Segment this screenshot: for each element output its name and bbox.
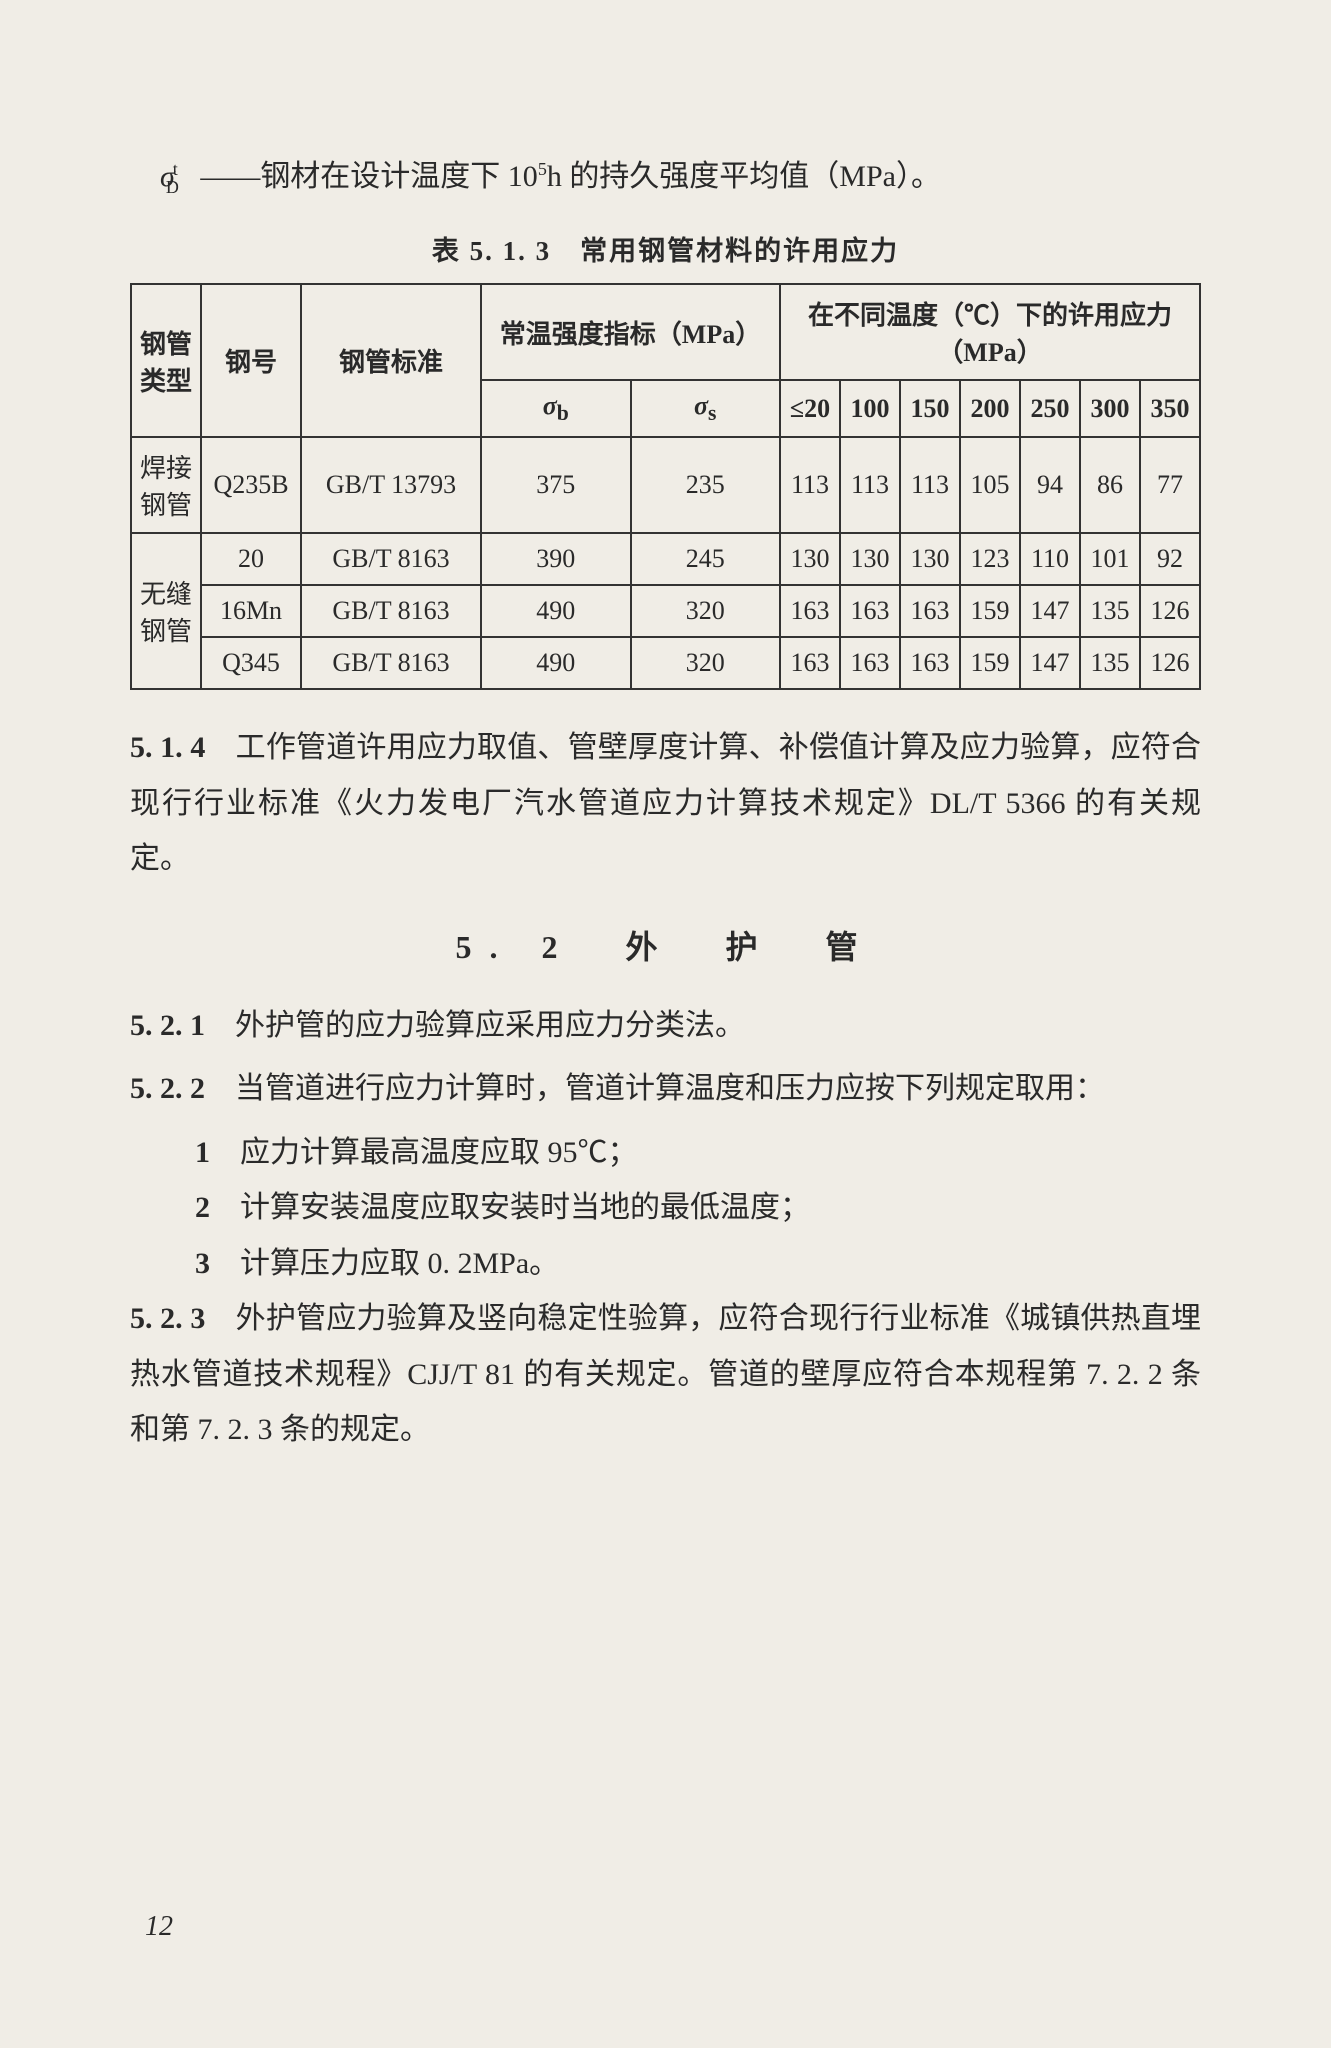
para-num: 5. 2. 1 [130,1009,205,1042]
th-t350: 350 [1140,380,1200,437]
section-52-title: 5. 2 外 护 管 [130,922,1201,968]
paragraph-514: 5. 1. 4 工作管道许用应力取值、管壁厚度计算、补偿值计算及应力验算，应符合… [130,720,1201,887]
table-caption: 表 5. 1. 3 常用钢管材料的许用应力 [130,229,1201,268]
th-std: 钢管标准 [301,284,481,437]
para-num: 5. 2. 3 [130,1302,205,1335]
list-item: 2 计算安装温度应取安装时当地的最低温度； [130,1180,1201,1236]
th-t150: 150 [900,380,960,437]
cell-v: 130 [900,533,960,585]
table-row: 焊接钢管 Q235B GB/T 13793 375 235 113 113 11… [131,437,1200,533]
item-text: 计算安装温度应取安装时当地的最低温度； [210,1191,810,1224]
cell-v: 135 [1080,585,1140,637]
formula-exp: 5 [538,159,547,179]
formula-definition: σtD ——钢材在设计温度下 105h 的持久强度平均值（MPa）。 [130,150,1201,204]
formula-text-2: h 的持久强度平均值（MPa）。 [547,160,941,193]
cell-v: 163 [840,585,900,637]
th-strength: 常温强度指标（MPa） [481,284,780,380]
cell-v: 159 [960,585,1020,637]
cell-v: 92 [1140,533,1200,585]
cell-v: 110 [1020,533,1080,585]
cell-sb: 390 [481,533,631,585]
cell-type: 无缝钢管 [131,533,201,689]
document-page: σtD ——钢材在设计温度下 105h 的持久强度平均值（MPa）。 表 5. … [0,0,1331,2048]
th-sigma-b: σb [481,380,631,437]
cell-v: 105 [960,437,1020,533]
cell-std: GB/T 8163 [301,585,481,637]
cell-ss: 235 [631,437,781,533]
cell-v: 130 [780,533,840,585]
th-sigma-s: σs [631,380,781,437]
cell-v: 163 [780,585,840,637]
cell-v: 147 [1020,637,1080,689]
cell-sb: 490 [481,637,631,689]
para-text: 当管道进行应力计算时，管道计算温度和压力应按下列规定取用： [205,1072,1105,1105]
cell-std: GB/T 13793 [301,437,481,533]
paragraph-521: 5. 2. 1 外护管的应力验算应采用应力分类法。 [130,998,1201,1054]
cell-v: 77 [1140,437,1200,533]
cell-ss: 320 [631,637,781,689]
table-header-row-1: 钢管类型 钢号 钢管标准 常温强度指标（MPa） 在不同温度（℃）下的许用应力（… [131,284,1200,380]
cell-v: 159 [960,637,1020,689]
cell-v: 113 [900,437,960,533]
list-item: 3 计算压力应取 0. 2MPa。 [130,1236,1201,1292]
cell-v: 113 [840,437,900,533]
stress-table: 钢管类型 钢号 钢管标准 常温强度指标（MPa） 在不同温度（℃）下的许用应力（… [130,283,1201,690]
cell-v: 163 [900,637,960,689]
th-type: 钢管类型 [131,284,201,437]
cell-ss: 245 [631,533,781,585]
sigma-symbol: σtD [160,160,193,193]
th-t100: 100 [840,380,900,437]
item-num: 1 [195,1136,210,1169]
item-num: 2 [195,1191,210,1224]
table-row: 无缝钢管 20 GB/T 8163 390 245 130 130 130 12… [131,533,1200,585]
cell-v: 86 [1080,437,1140,533]
th-t250: 250 [1020,380,1080,437]
th-t200: 200 [960,380,1020,437]
cell-std: GB/T 8163 [301,533,481,585]
th-t300: 300 [1080,380,1140,437]
cell-v: 130 [840,533,900,585]
cell-v: 113 [780,437,840,533]
cell-grade: 20 [201,533,301,585]
cell-grade: Q345 [201,637,301,689]
formula-text-1: 钢材在设计温度下 10 [260,160,538,193]
cell-grade: 16Mn [201,585,301,637]
para-num: 5. 2. 2 [130,1072,205,1105]
para-text: 工作管道许用应力取值、管壁厚度计算、补偿值计算及应力验算，应符合现行行业标准《火… [130,731,1201,875]
cell-v: 163 [900,585,960,637]
th-t20: ≤20 [780,380,840,437]
table-row: Q345 GB/T 8163 490 320 163 163 163 159 1… [131,637,1200,689]
cell-std: GB/T 8163 [301,637,481,689]
paragraph-522: 5. 2. 2 当管道进行应力计算时，管道计算温度和压力应按下列规定取用： [130,1061,1201,1117]
cell-sb: 490 [481,585,631,637]
item-text: 计算压力应取 0. 2MPa。 [210,1247,559,1280]
cell-type: 焊接钢管 [131,437,201,533]
para-text: 外护管应力验算及竖向稳定性验算，应符合现行行业标准《城镇供热直埋热水管道技术规程… [130,1302,1201,1446]
table-row: 16Mn GB/T 8163 490 320 163 163 163 159 1… [131,585,1200,637]
item-text: 应力计算最高温度应取 95℃； [210,1136,638,1169]
cell-v: 101 [1080,533,1140,585]
cell-v: 126 [1140,637,1200,689]
th-grade: 钢号 [201,284,301,437]
list-item: 1 应力计算最高温度应取 95℃； [130,1125,1201,1181]
paragraph-523: 5. 2. 3 外护管应力验算及竖向稳定性验算，应符合现行行业标准《城镇供热直埋… [130,1291,1201,1458]
para-num: 5. 1. 4 [130,731,205,764]
cell-ss: 320 [631,585,781,637]
page-number: 12 [145,1911,173,1943]
formula-dash: —— [200,160,260,193]
cell-v: 147 [1020,585,1080,637]
cell-grade: Q235B [201,437,301,533]
cell-v: 163 [840,637,900,689]
para-text: 外护管的应力验算应采用应力分类法。 [205,1009,745,1042]
cell-sb: 375 [481,437,631,533]
th-temp-stress: 在不同温度（℃）下的许用应力（MPa） [780,284,1200,380]
cell-v: 135 [1080,637,1140,689]
cell-v: 163 [780,637,840,689]
cell-v: 123 [960,533,1020,585]
cell-v: 94 [1020,437,1080,533]
cell-v: 126 [1140,585,1200,637]
item-num: 3 [195,1247,210,1280]
